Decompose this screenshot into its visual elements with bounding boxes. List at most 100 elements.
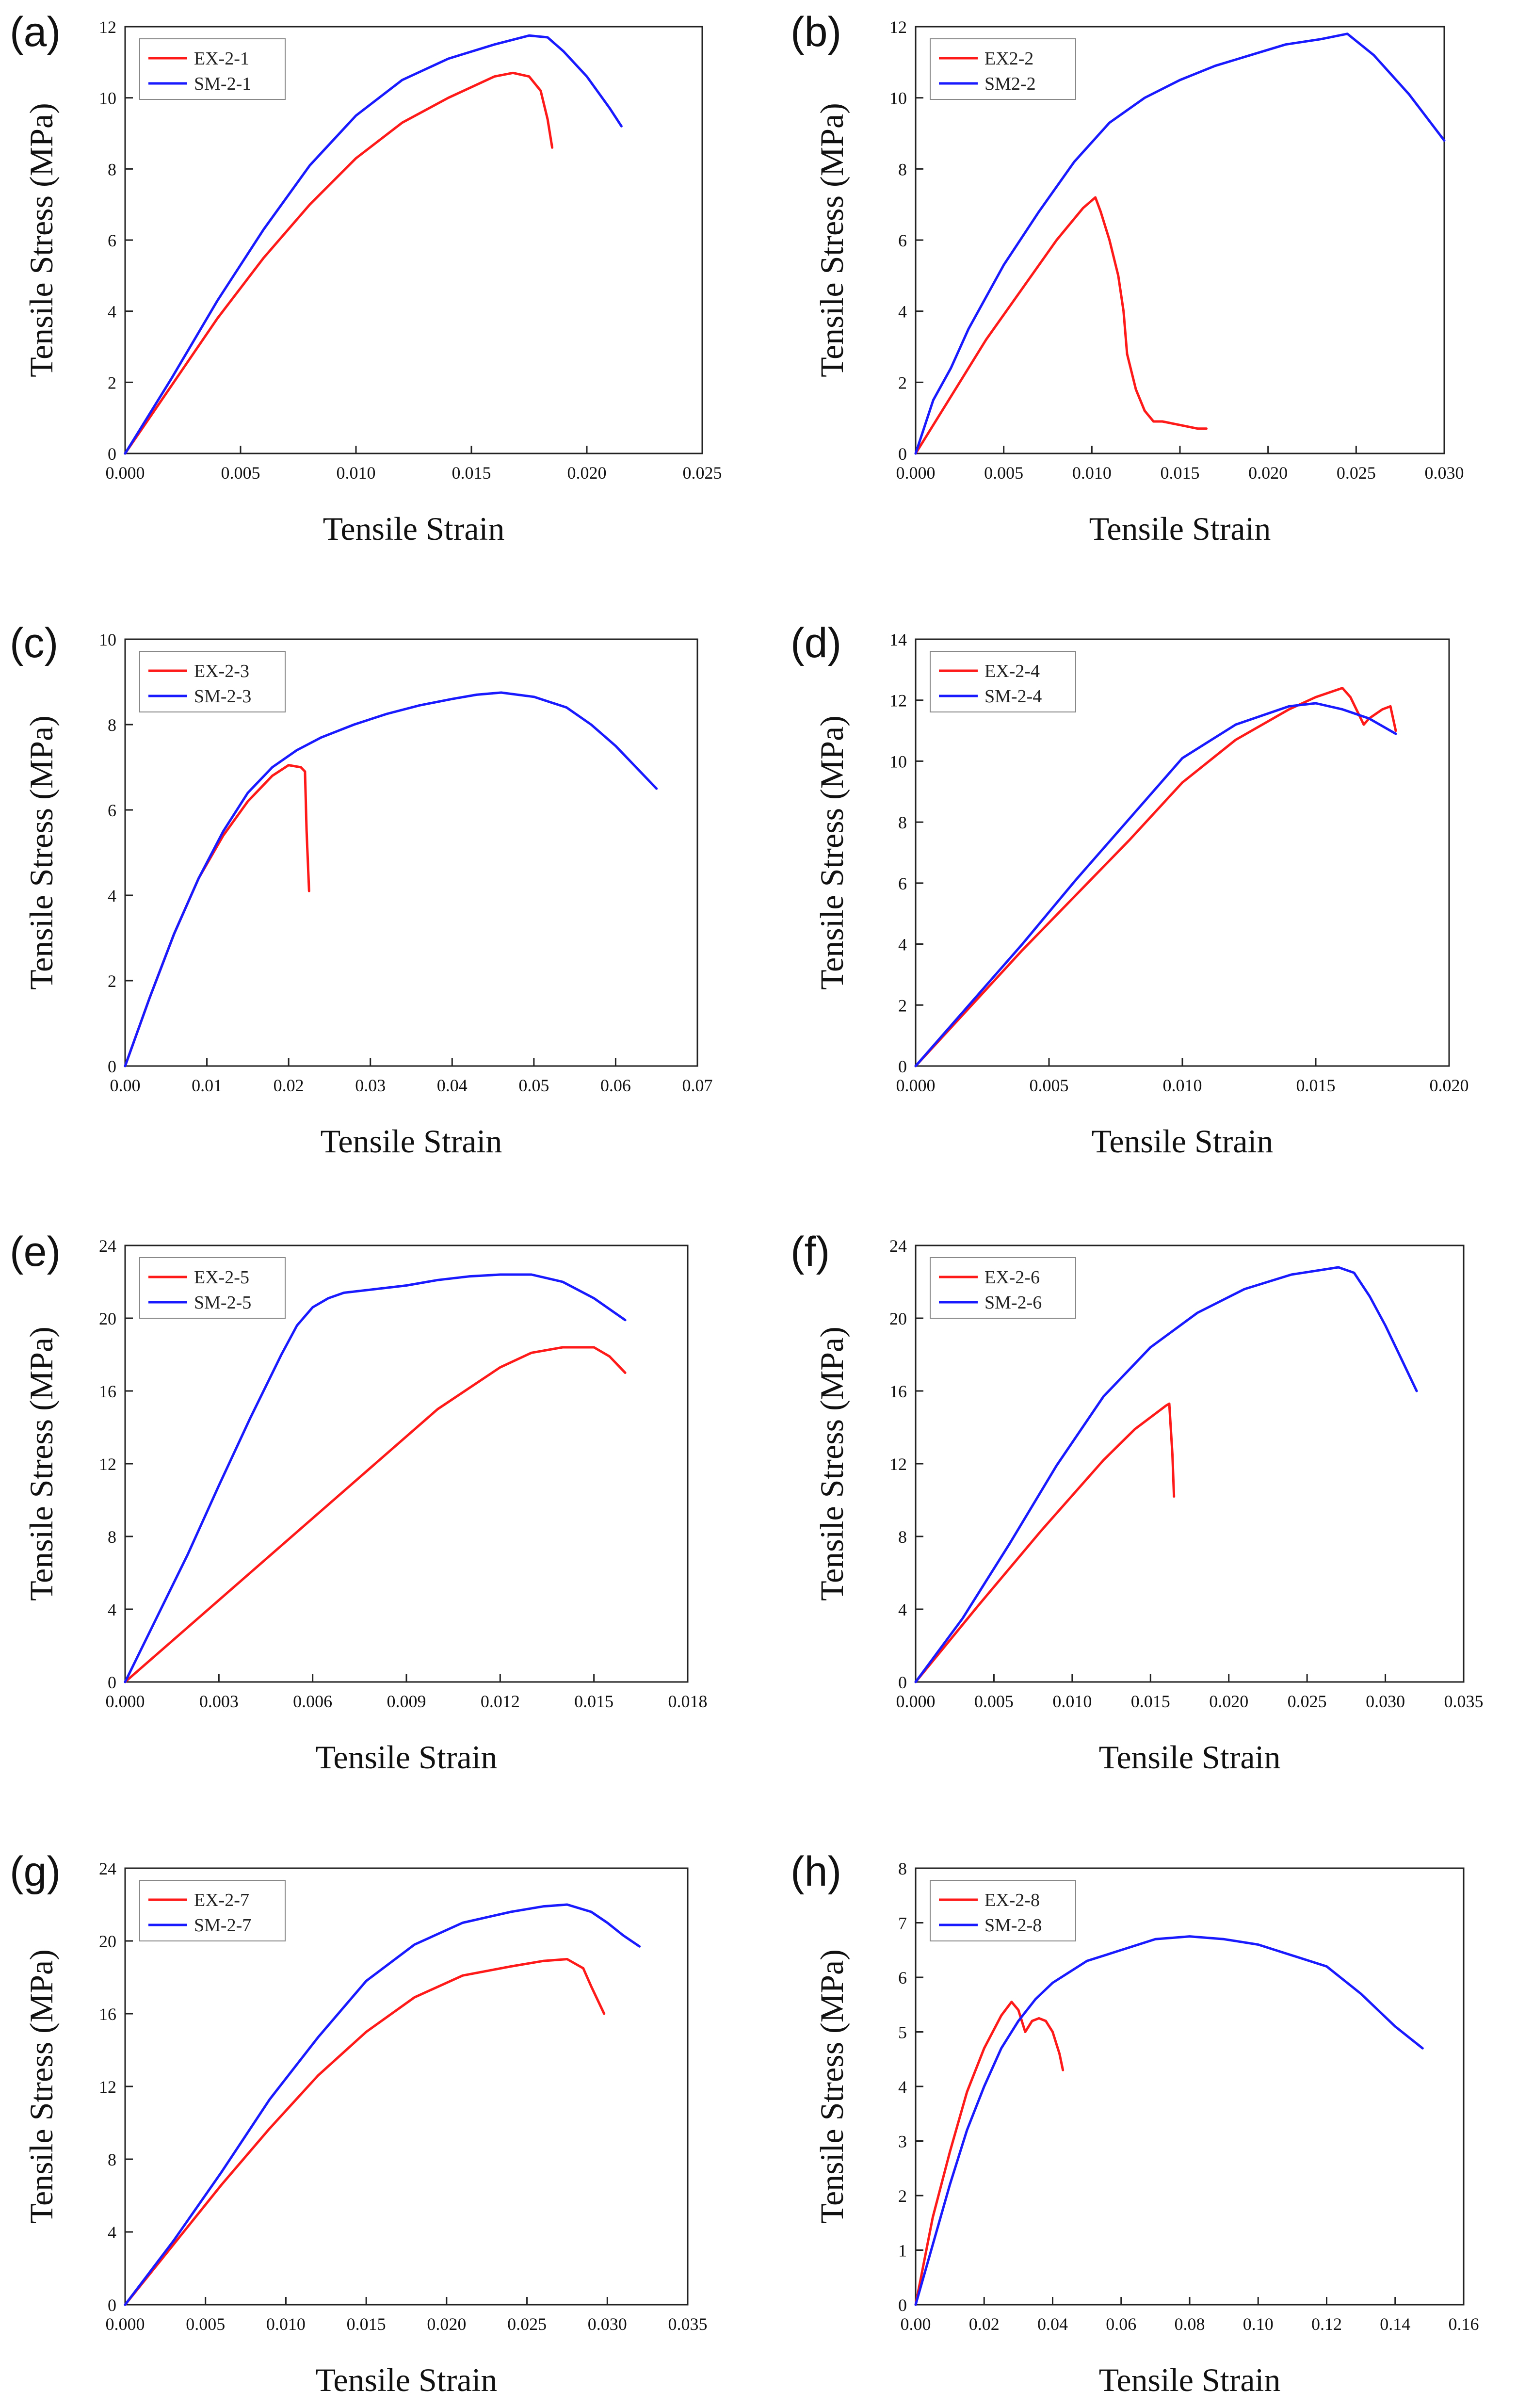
y-tick-label: 12 — [99, 2077, 116, 2097]
y-tick-label: 20 — [889, 1309, 907, 1328]
y-tick-label: 12 — [889, 691, 907, 711]
x-tick-label: 0.009 — [387, 1692, 426, 1711]
x-axis-title: Tensile Strain — [1089, 510, 1271, 547]
legend-entry: SM-2-6 — [984, 1293, 1042, 1313]
chart-panel-8: (h) 0.00 0.02 0.04 0.06 0.08 0.10 0.12 0.14 0.16 0… — [791, 1848, 1479, 2398]
x-axis-title: Tensile Strain — [1099, 1739, 1281, 1776]
y-tick-label: 1 — [898, 2241, 907, 2261]
y-tick-label: 0 — [898, 1673, 907, 1692]
x-tick-label: 0.04 — [437, 1076, 468, 1095]
x-tick-label: 0.000 — [896, 1076, 936, 1095]
y-tick-label: 24 — [889, 1236, 907, 1256]
legend-entry: EX-2-3 — [194, 661, 249, 681]
panel-label: (b) — [791, 9, 841, 55]
x-tick-label: 0.035 — [1444, 1692, 1484, 1711]
legend: EX-2-7 SM-2-7 — [139, 1880, 286, 1941]
y-tick-label: 20 — [99, 1309, 116, 1328]
y-tick-label: 2 — [108, 373, 116, 392]
y-tick-label: 6 — [898, 231, 907, 250]
legend: EX-2-1 SM-2-1 — [139, 38, 286, 100]
y-tick-label: 2 — [898, 373, 907, 392]
legend: EX-2-6 SM-2-6 — [930, 1257, 1076, 1319]
x-tick-label: 0.03 — [355, 1076, 386, 1095]
y-tick-label: 10 — [889, 89, 907, 108]
series-line-ex-2-1 — [124, 71, 554, 455]
x-axis-title: Tensile Strain — [323, 510, 505, 547]
legend-box — [139, 1257, 286, 1319]
y-tick-label: 0 — [108, 444, 116, 464]
x-tick-label: 0.02 — [969, 2314, 1000, 2334]
y-tick-label: 7 — [898, 1914, 907, 1933]
x-tick-label: 0.020 — [427, 2314, 466, 2334]
legend-box — [930, 1257, 1076, 1319]
y-tick-label: 4 — [898, 1600, 907, 1619]
y-axis-title: Tensile Stress (MPa) — [23, 103, 60, 377]
x-axis-title: Tensile Strain — [316, 1739, 498, 1776]
legend-box — [139, 1880, 286, 1941]
y-tick-label: 12 — [99, 17, 116, 37]
y-tick-label: 12 — [99, 1454, 116, 1474]
y-axis-title: Tensile Stress (MPa) — [23, 1949, 60, 2224]
panel-label: (d) — [791, 620, 841, 666]
x-tick-label: 0.015 — [1161, 463, 1200, 483]
series-line-ex-2-4 — [914, 687, 1397, 1067]
x-tick-label: 0.010 — [1072, 463, 1112, 483]
legend-box — [930, 1880, 1076, 1941]
legend-entry: EX-2-8 — [984, 1890, 1040, 1910]
y-tick-label: 4 — [108, 302, 116, 322]
x-tick-label: 0.020 — [1209, 1692, 1248, 1711]
legend: EX-2-3 SM-2-3 — [139, 651, 286, 712]
x-tick-label: 0.015 — [452, 463, 491, 483]
series-line-ex2-2 — [914, 196, 1208, 455]
chart-panel-3: (c) 0.00 0.01 0.02 0.03 0.04 0.05 0.06 0.07 0 2 4 6 8… — [10, 620, 713, 1160]
legend-entry: SM-2-1 — [194, 74, 251, 94]
x-tick-label: 0.000 — [106, 463, 145, 483]
legend-entry: EX2-2 — [984, 48, 1033, 69]
x-tick-label: 0.010 — [266, 2314, 306, 2334]
y-tick-label: 8 — [898, 813, 907, 832]
legend: EX-2-8 SM-2-8 — [930, 1880, 1076, 1941]
x-tick-label: 0.025 — [683, 463, 722, 483]
y-tick-label: 2 — [898, 2186, 907, 2206]
x-tick-label: 0.000 — [896, 1692, 936, 1711]
legend-entry: EX-2-4 — [984, 661, 1040, 681]
y-tick-label: 2 — [898, 996, 907, 1015]
x-tick-label: 0.010 — [337, 463, 376, 483]
y-tick-label: 0 — [108, 2295, 116, 2315]
y-axis-title: Tensile Stress (MPa) — [813, 715, 850, 990]
chart-panel-2: (b) 0.000 0.005 0.010 0.015 0.020 0.025 0.030 0 2… — [791, 9, 1464, 547]
series-line-sm-2-7 — [124, 1903, 641, 2306]
y-tick-label: 6 — [108, 801, 116, 820]
chart-panel-4: (d) 0.000 0.005 0.010 0.015 0.020 0 2 4 6 8 10 12 14 T… — [791, 620, 1469, 1160]
series-line-ex-2-5 — [124, 1346, 627, 1683]
x-tick-label: 0.010 — [1052, 1692, 1092, 1711]
y-tick-label: 4 — [898, 2077, 907, 2097]
panel-label: (h) — [791, 1848, 841, 1895]
series-line-sm-2-1 — [124, 34, 623, 455]
y-tick-label: 3 — [898, 2132, 907, 2151]
x-tick-label: 0.16 — [1449, 2314, 1479, 2334]
x-tick-label: 0.025 — [1337, 463, 1376, 483]
x-tick-label: 0.04 — [1037, 2314, 1068, 2334]
panel-label: (f) — [791, 1228, 830, 1275]
x-tick-label: 0.005 — [984, 463, 1023, 483]
panel-label: (a) — [10, 9, 61, 55]
y-tick-label: 0 — [108, 1673, 116, 1692]
x-tick-label: 0.020 — [1248, 463, 1288, 483]
y-tick-label: 8 — [898, 160, 907, 179]
series-line-sm-2-6 — [914, 1266, 1418, 1683]
y-tick-label: 20 — [99, 1932, 116, 1951]
panel-label: (c) — [10, 620, 58, 666]
x-tick-label: 0.030 — [1425, 463, 1464, 483]
y-tick-label: 8 — [898, 1527, 907, 1547]
x-axis-title: Tensile Strain — [321, 1123, 502, 1160]
chart-panel-6: (f) 0.000 0.005 0.010 0.015 0.020 0.025 0.030 0.… — [791, 1228, 1484, 1776]
series-line-sm-2-3 — [124, 691, 658, 1067]
x-tick-label: 0.025 — [1288, 1692, 1327, 1711]
legend-entry: SM-2-5 — [194, 1293, 251, 1313]
series-line-ex-2-6 — [914, 1402, 1176, 1683]
x-tick-label: 0.005 — [221, 463, 260, 483]
y-tick-label: 10 — [99, 630, 116, 649]
y-tick-label: 8 — [108, 2150, 116, 2169]
x-tick-label: 0.015 — [1131, 1692, 1170, 1711]
